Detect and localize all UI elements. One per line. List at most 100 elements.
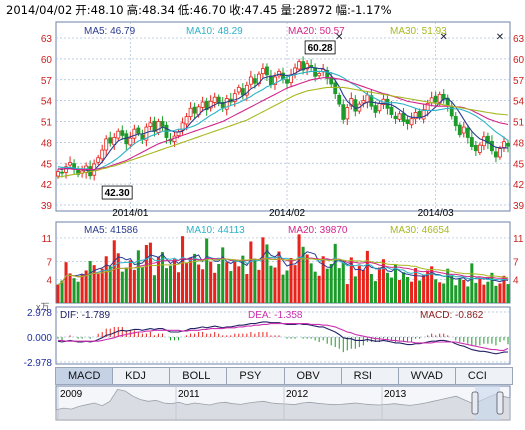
- tab-boll[interactable]: BOLL: [170, 368, 228, 384]
- candle-body: [160, 121, 165, 127]
- candle-body: [68, 162, 72, 166]
- volume-bar: [397, 279, 402, 303]
- volume-bar: [156, 256, 160, 303]
- candle-body: [405, 119, 410, 124]
- candle-body: [465, 127, 470, 138]
- volume-y-tick-left: 4: [46, 275, 52, 286]
- price-x-tick: 2014/02: [269, 208, 306, 219]
- volume-bar: [213, 272, 217, 303]
- tab-psy[interactable]: PSY: [227, 368, 285, 384]
- price-legend-ma5: MA5: 46.79: [84, 26, 136, 37]
- volume-bar: [253, 258, 257, 303]
- volume-bar: [60, 280, 64, 303]
- volume-bar: [426, 270, 430, 303]
- volume-bar: [462, 279, 466, 303]
- candle-body: [269, 75, 273, 86]
- volume-bar: [233, 259, 237, 303]
- candle-body: [369, 95, 374, 107]
- macd-legend-dea: DEA: -1.358: [248, 310, 303, 321]
- volume-bar: [221, 247, 225, 303]
- price-legend-ma30: MA30: 51.93: [390, 26, 447, 37]
- volume-bar: [289, 258, 293, 303]
- candle-body: [349, 98, 354, 107]
- candle-body: [108, 137, 113, 144]
- tab-macd[interactable]: MACD: [56, 368, 114, 384]
- volume-bar: [172, 259, 177, 303]
- price-callout-box: [304, 40, 336, 55]
- macd-dea-line: [58, 323, 509, 351]
- candle-body: [100, 149, 105, 160]
- quote-volume: 量:28972: [280, 3, 333, 17]
- candle-body: [200, 101, 205, 108]
- volume-bar: [197, 264, 201, 303]
- candle-body: [248, 76, 253, 85]
- candle-body: [148, 122, 153, 127]
- volume-bar: [498, 283, 502, 303]
- candle-body: [136, 127, 141, 134]
- candle-body: [64, 166, 68, 173]
- volume-bar: [193, 253, 197, 303]
- candle-body: [60, 171, 64, 174]
- price-ma10-line: [57, 70, 509, 171]
- candle-body: [56, 171, 60, 177]
- tab-kdj[interactable]: KDJ: [113, 368, 171, 384]
- volume-bar: [189, 257, 193, 303]
- volume-bar: [502, 275, 506, 303]
- quote-close: 收:47.45: [229, 3, 278, 17]
- tab-cci[interactable]: CCI: [467, 370, 487, 382]
- volume-bar: [148, 242, 152, 303]
- volume-bar: [104, 256, 108, 303]
- tab-obv[interactable]: OBV: [285, 368, 342, 384]
- overview-year-label: 2013: [384, 389, 407, 400]
- volume-bar: [337, 268, 341, 303]
- candle-body: [361, 100, 366, 104]
- quote-change: 幅:-1.17%: [335, 3, 392, 17]
- price-y-tick-left: 48: [41, 138, 53, 149]
- price-legend-ma10: MA10: 48.29: [186, 26, 243, 37]
- volume-y-tick-right: 4: [513, 275, 519, 286]
- candle-body: [389, 106, 394, 115]
- volume-bar: [474, 282, 478, 303]
- candle-body: [313, 67, 318, 77]
- overview-left-handle[interactable]: [471, 391, 479, 415]
- volume-bar: [168, 265, 173, 303]
- price-x-tick: 2014/03: [418, 208, 455, 219]
- volume-bar: [321, 256, 325, 303]
- volume-bar: [225, 262, 229, 303]
- overview-right-handle[interactable]: [496, 391, 504, 415]
- volume-bar: [273, 267, 277, 303]
- volume-bar: [144, 245, 148, 303]
- volume-bar: [402, 272, 406, 303]
- quote-header: 2014/04/02 开:48.10 高:48.34 低:46.70 收:47.45 量:…: [6, 2, 395, 18]
- candle-body: [457, 124, 462, 136]
- candle-body: [265, 66, 269, 76]
- candle-body: [273, 76, 277, 86]
- price-y-tick-left: 63: [41, 34, 53, 45]
- volume-bar: [410, 281, 414, 303]
- volume-bar: [164, 268, 169, 303]
- price-y-tick-left: 54: [41, 97, 53, 108]
- candle-body: [453, 116, 458, 127]
- volume-bar: [241, 255, 245, 303]
- volume-bar: [361, 269, 365, 303]
- volume-bar: [393, 264, 398, 303]
- volume-bar: [301, 246, 305, 303]
- tab-wvad[interactable]: WVAD: [399, 368, 456, 384]
- volume-bar: [446, 268, 450, 303]
- price-y-tick-left: 45: [41, 159, 53, 170]
- volume-bar: [385, 272, 389, 303]
- candle-body: [176, 131, 181, 136]
- volume-bar: [96, 274, 100, 303]
- volume-bar: [100, 268, 104, 303]
- volume-bar: [482, 284, 486, 303]
- candle-body: [301, 61, 306, 71]
- overview-area: [55, 388, 511, 421]
- volume-bar: [229, 271, 233, 303]
- price-y-tick-right: 57: [513, 76, 525, 87]
- volume-bar: [293, 265, 297, 303]
- volume-y-tick-right: 11: [513, 234, 524, 245]
- tab-rsi[interactable]: RSI: [342, 368, 399, 384]
- volume-bar: [76, 281, 80, 303]
- candle-body: [461, 126, 466, 134]
- candle-body: [365, 94, 370, 103]
